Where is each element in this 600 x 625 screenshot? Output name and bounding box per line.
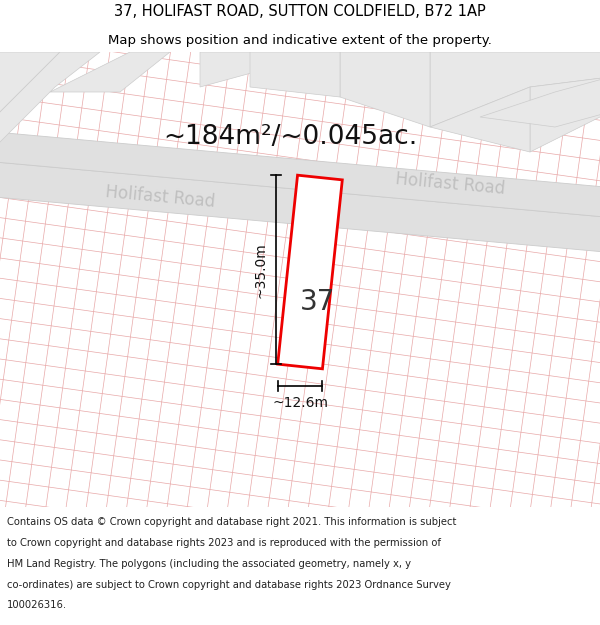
Polygon shape xyxy=(0,162,600,252)
Text: Holifast Road: Holifast Road xyxy=(394,170,506,198)
Polygon shape xyxy=(310,52,420,67)
Polygon shape xyxy=(480,77,600,127)
Polygon shape xyxy=(250,52,340,97)
Text: co-ordinates) are subject to Crown copyright and database rights 2023 Ordnance S: co-ordinates) are subject to Crown copyr… xyxy=(7,579,451,589)
Polygon shape xyxy=(200,52,310,87)
Text: 100026316.: 100026316. xyxy=(7,601,67,611)
Text: HM Land Registry. The polygons (including the associated geometry, namely x, y: HM Land Registry. The polygons (includin… xyxy=(7,559,411,569)
Text: ~184m²/~0.045ac.: ~184m²/~0.045ac. xyxy=(163,124,417,150)
Polygon shape xyxy=(340,52,430,127)
Text: ~12.6m: ~12.6m xyxy=(272,396,328,410)
Text: ~35.0m: ~35.0m xyxy=(254,242,268,298)
Text: to Crown copyright and database rights 2023 and is reproduced with the permissio: to Crown copyright and database rights 2… xyxy=(7,538,441,548)
Polygon shape xyxy=(430,87,530,152)
Text: 37, HOLIFAST ROAD, SUTTON COLDFIELD, B72 1AP: 37, HOLIFAST ROAD, SUTTON COLDFIELD, B72… xyxy=(114,4,486,19)
Polygon shape xyxy=(0,132,600,217)
Polygon shape xyxy=(0,52,60,117)
Polygon shape xyxy=(50,52,170,92)
Polygon shape xyxy=(278,175,343,369)
Polygon shape xyxy=(430,52,600,127)
Text: Map shows position and indicative extent of the property.: Map shows position and indicative extent… xyxy=(108,34,492,47)
Polygon shape xyxy=(0,52,100,147)
Polygon shape xyxy=(530,77,600,152)
Text: Contains OS data © Crown copyright and database right 2021. This information is : Contains OS data © Crown copyright and d… xyxy=(7,517,457,527)
Text: Holifast Road: Holifast Road xyxy=(104,183,215,211)
Text: 37: 37 xyxy=(301,288,335,316)
